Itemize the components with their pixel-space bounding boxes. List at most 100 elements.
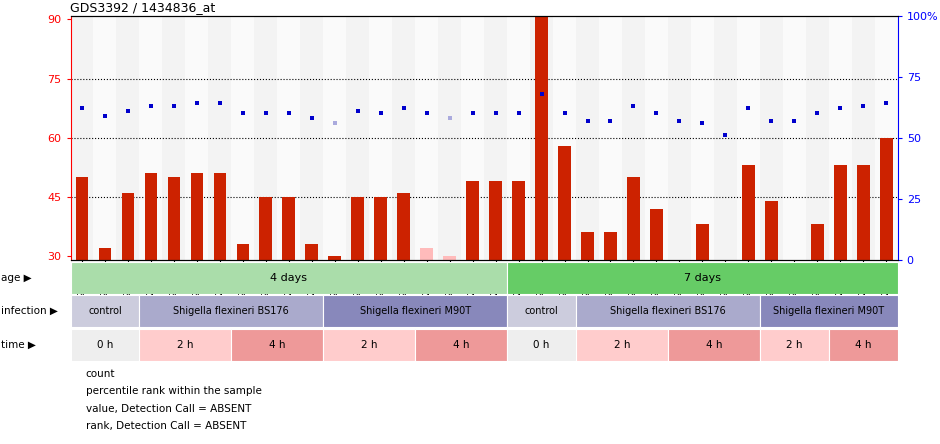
Bar [415,16,438,260]
Bar [576,329,668,361]
Bar [489,181,502,260]
Bar [530,16,553,260]
Bar [599,16,622,260]
Text: Shigella flexineri M90T: Shigella flexineri M90T [774,306,885,316]
Bar [875,16,898,260]
Text: Shigella flexineri BS176: Shigella flexineri BS176 [174,306,290,316]
Bar [70,262,507,294]
Text: 2 h: 2 h [614,340,630,349]
Bar [145,173,157,260]
Text: age ▶: age ▶ [1,273,32,283]
Text: 4 h: 4 h [453,340,469,349]
Text: Shigella flexineri BS176: Shigella flexineri BS176 [610,306,726,316]
Text: rank, Detection Call = ABSENT: rank, Detection Call = ABSENT [86,421,246,431]
Bar [645,16,668,260]
Text: 0 h: 0 h [533,340,550,349]
Text: value, Detection Call = ABSENT: value, Detection Call = ABSENT [86,404,251,414]
Bar [627,177,640,260]
Bar [507,16,530,260]
Bar [535,16,548,260]
Bar [163,16,185,260]
Bar [576,16,599,260]
Bar [558,146,571,260]
Bar [742,165,755,260]
Bar [346,16,369,260]
Bar [507,329,576,361]
Bar [604,232,617,260]
Bar [323,329,415,361]
Bar [783,16,806,260]
Bar [834,165,847,260]
Bar [691,16,713,260]
Bar [581,232,594,260]
Bar [369,16,392,260]
Bar [306,244,318,260]
Bar [352,197,364,260]
Bar [70,295,139,327]
Bar [737,16,760,260]
Bar [191,173,203,260]
Text: 2 h: 2 h [361,340,378,349]
Bar [673,260,685,307]
Bar [213,173,227,260]
Bar [231,16,255,260]
Bar [811,224,823,260]
Text: 2 h: 2 h [786,340,803,349]
Bar [444,256,456,260]
Bar [650,209,663,260]
Bar [323,295,507,327]
Bar [117,16,139,260]
Bar [139,329,231,361]
Bar [209,16,231,260]
Bar [438,16,462,260]
Bar [415,329,507,361]
Bar [139,16,163,260]
Text: 2 h: 2 h [177,340,194,349]
Bar [668,329,760,361]
Bar [484,16,507,260]
Bar [300,16,323,260]
Text: control: control [525,306,558,316]
Bar [829,16,852,260]
Bar [713,16,737,260]
Bar [231,329,323,361]
Bar [760,16,783,260]
Bar [282,197,295,260]
Bar [880,138,892,260]
Text: Shigella flexineri M90T: Shigella flexineri M90T [360,306,471,316]
Bar [696,224,709,260]
Bar [507,262,898,294]
Bar [668,16,691,260]
Bar [277,16,300,260]
Bar [237,244,249,260]
Bar [466,181,478,260]
Bar [553,16,576,260]
Bar [167,177,180,260]
Text: control: control [88,306,122,316]
Bar [760,295,898,327]
Bar [75,177,88,260]
Bar [420,248,433,260]
Bar [374,197,387,260]
Bar [99,248,111,260]
Bar [765,201,777,260]
Bar [139,295,323,327]
Bar [185,16,209,260]
Text: count: count [86,369,115,379]
Text: time ▶: time ▶ [1,340,36,349]
Bar [255,16,277,260]
Bar [857,165,870,260]
Text: 4 days: 4 days [271,273,307,283]
Bar [398,193,410,260]
Text: 7 days: 7 days [684,273,721,283]
Bar [93,16,117,260]
Bar [328,256,341,260]
Text: 4 h: 4 h [269,340,286,349]
Bar [121,193,134,260]
Text: infection ▶: infection ▶ [1,306,58,316]
Bar [507,295,576,327]
Bar [323,16,346,260]
Text: GDS3392 / 1434836_at: GDS3392 / 1434836_at [70,1,216,14]
Bar [259,197,272,260]
Bar [512,181,525,260]
